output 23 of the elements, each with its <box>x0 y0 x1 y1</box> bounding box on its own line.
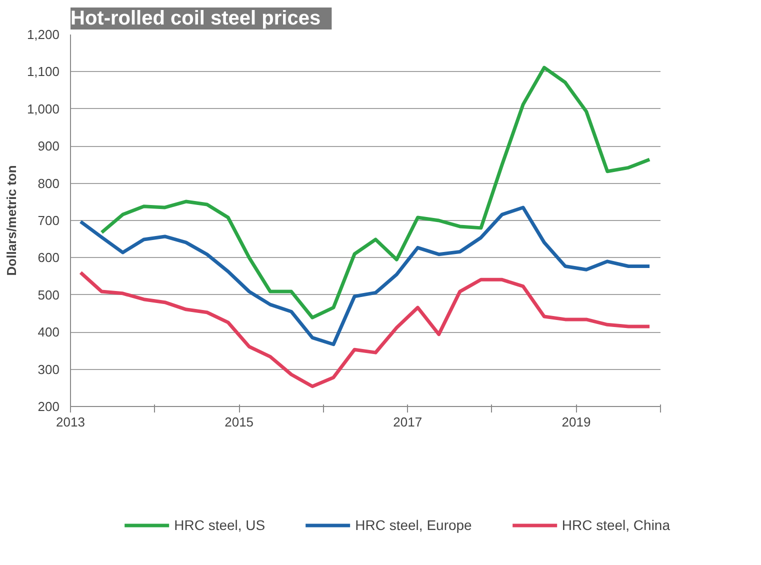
x-tick-label: 2017 <box>393 414 422 430</box>
y-tick-label: 500 <box>38 287 60 302</box>
y-tick-label: 700 <box>38 213 60 228</box>
y-tick-label: 300 <box>38 362 60 377</box>
legend-label: HRC steel, Europe <box>355 516 472 532</box>
y-tick-label: 900 <box>38 138 60 154</box>
x-tick-label: 2019 <box>562 414 591 430</box>
y-tick-label: 200 <box>38 399 60 414</box>
y-tick-label: 600 <box>38 250 60 266</box>
legend-label: HRC steel, China <box>562 516 670 532</box>
y-tick-label: 1,200 <box>26 27 60 42</box>
x-tick-label: 2013 <box>56 414 85 430</box>
y-tick-label: 1,000 <box>26 101 60 116</box>
line-series <box>78 206 652 346</box>
y-tick-label: 400 <box>38 324 60 340</box>
y-axis-title: Dollars/metric ton <box>4 165 19 276</box>
x-tick-label: 2015 <box>224 414 254 430</box>
chart-title: Hot-rolled coil steel prices <box>70 8 321 30</box>
y-tick-label: 1,100 <box>26 64 60 80</box>
line-series <box>100 66 652 320</box>
y-tick-label: 800 <box>38 176 60 191</box>
line-series <box>78 270 652 388</box>
legend-label: HRC steel, US <box>174 516 266 532</box>
